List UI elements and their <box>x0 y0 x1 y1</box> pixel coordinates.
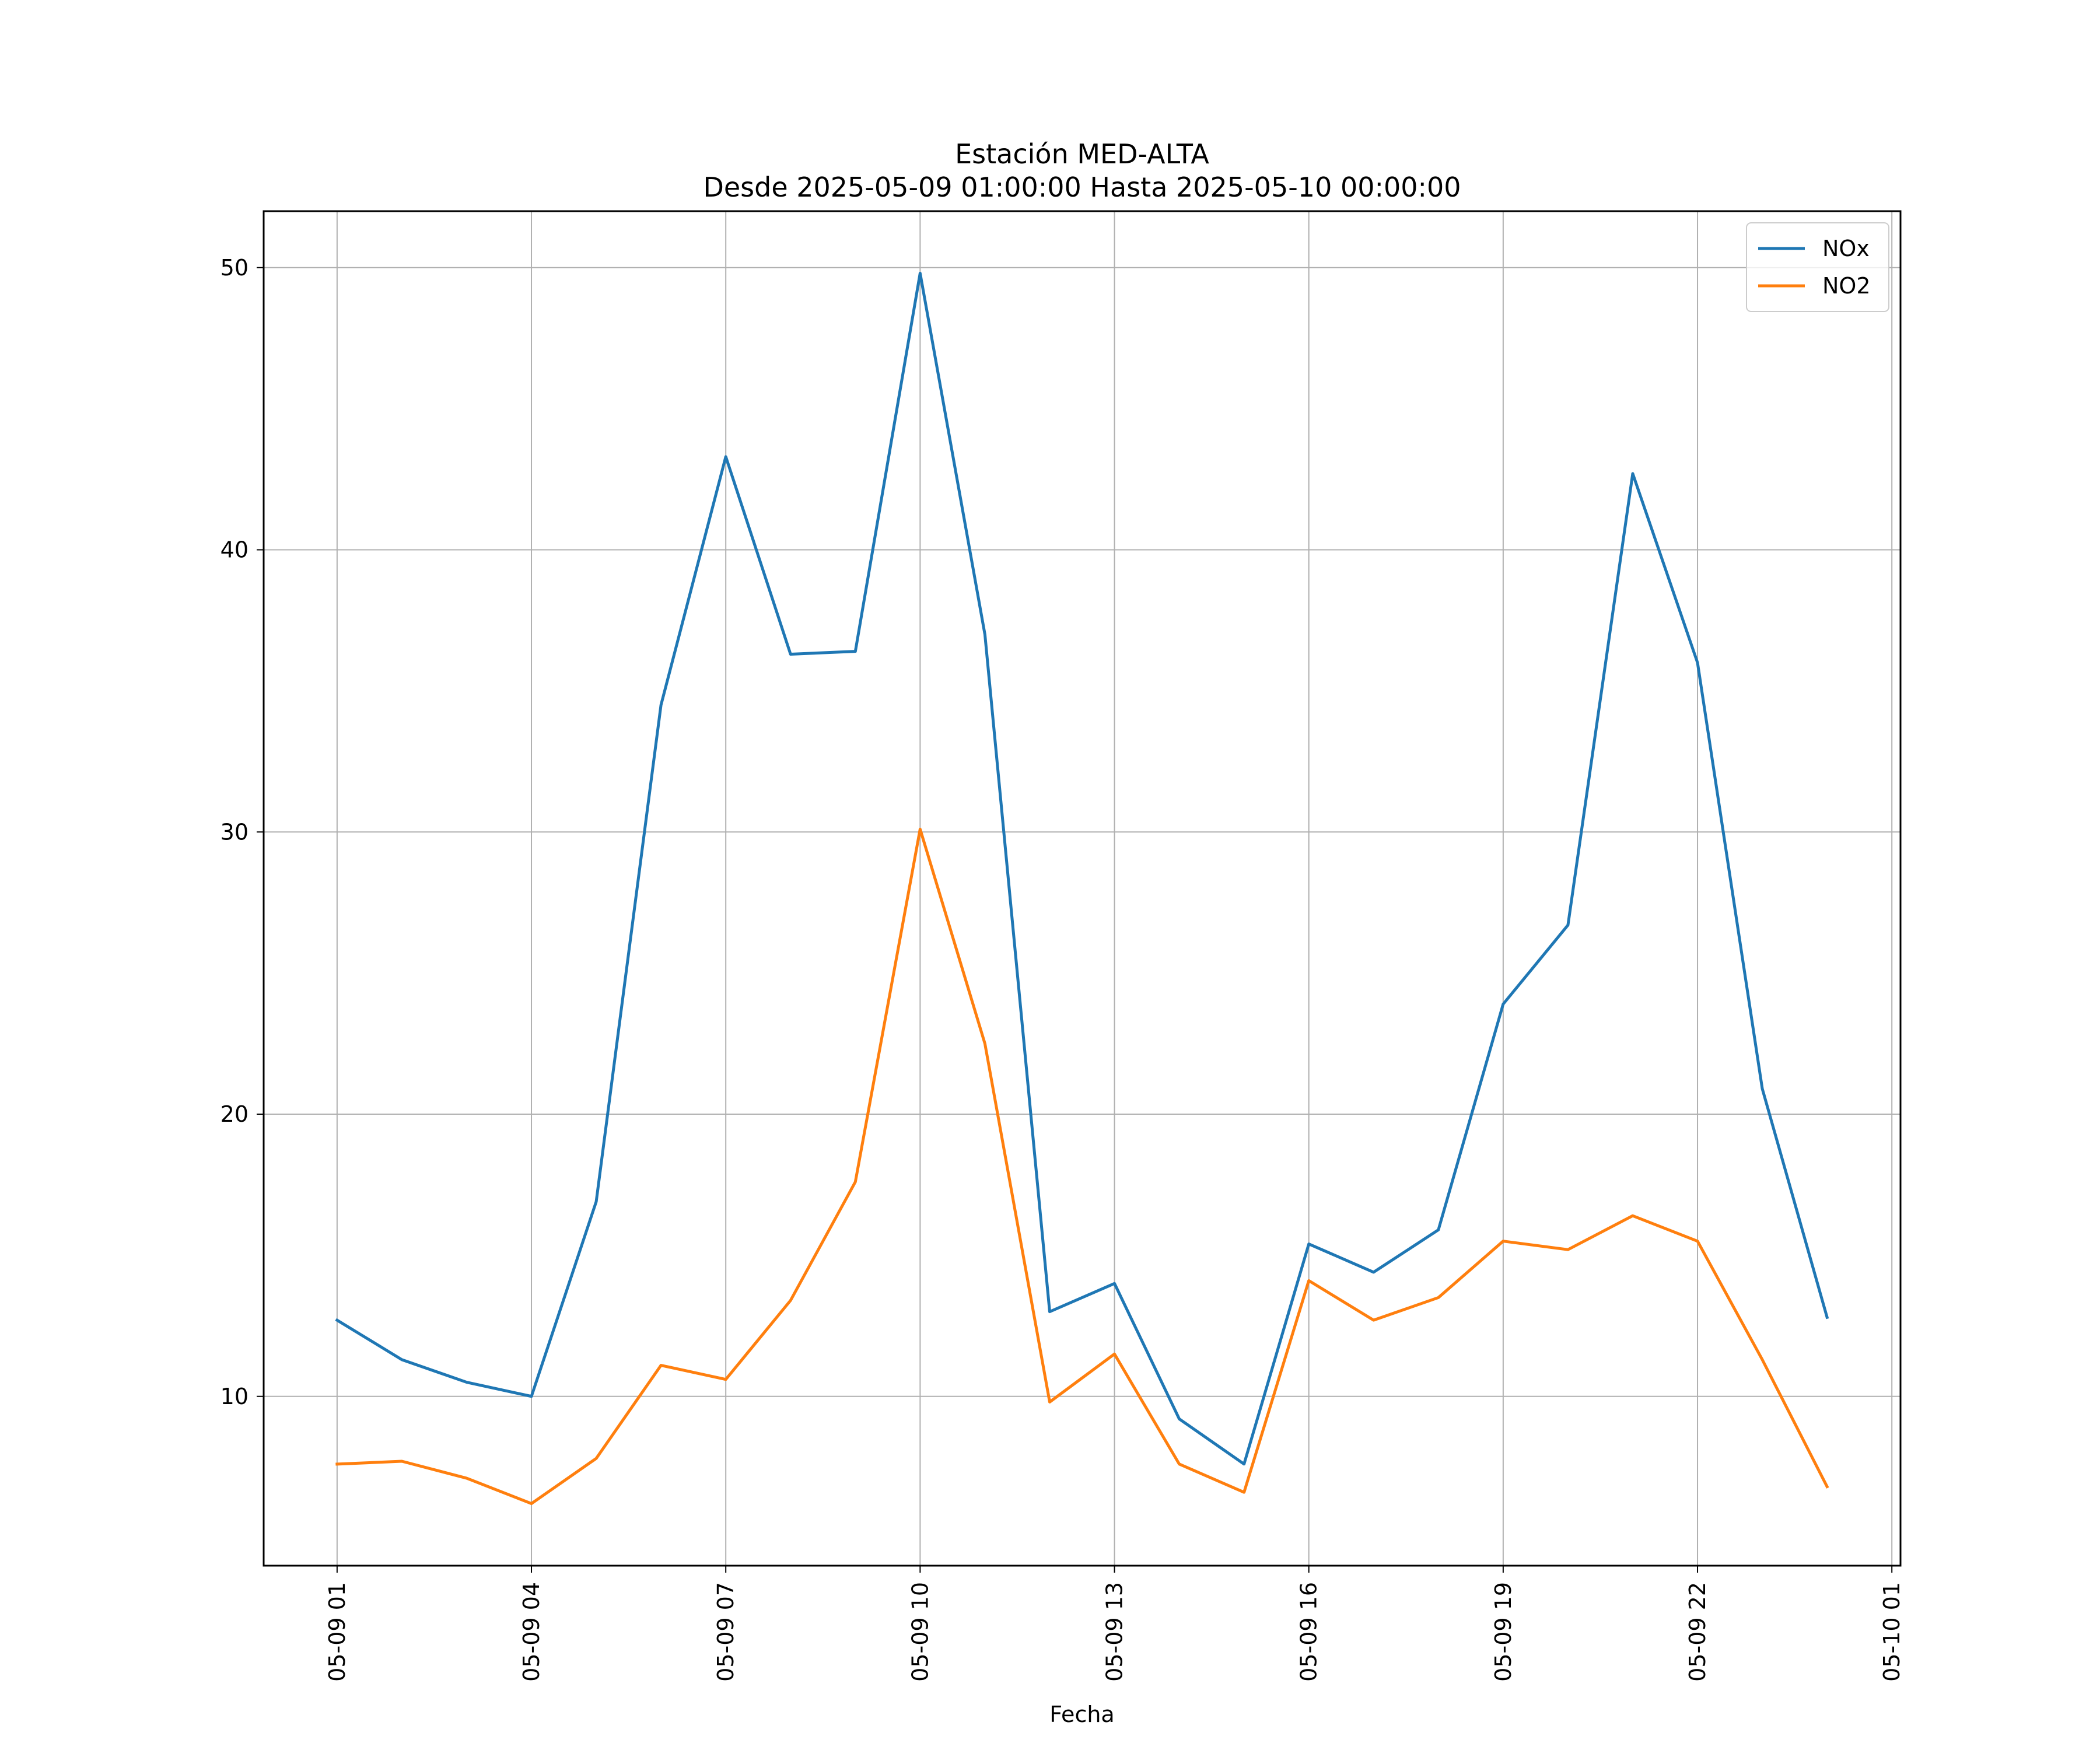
x-tick-label: 05-09 01 <box>324 1582 350 1682</box>
x-tick-label: 05-09 22 <box>1685 1582 1710 1682</box>
x-tick-label: 05-09 04 <box>519 1582 544 1682</box>
x-tick-label: 05-09 07 <box>713 1582 738 1682</box>
legend-box <box>1746 222 1889 312</box>
y-tick-label: 40 <box>220 537 249 563</box>
chart-title: Estación MED-ALTA <box>955 138 1209 170</box>
x-axis-label: Fecha <box>1049 1702 1114 1727</box>
plot-area-frame <box>262 210 1902 1567</box>
x-tick-label: 05-09 19 <box>1490 1582 1516 1682</box>
y-tick-label: 10 <box>220 1384 249 1409</box>
x-tick-label: 05-09 10 <box>907 1582 933 1682</box>
chart-subtitle: Desde 2025-05-09 01:00:00 Hasta 2025-05-… <box>703 172 1461 203</box>
y-tick-label: 20 <box>220 1101 249 1127</box>
legend-label-no2: NO2 <box>1822 273 1871 299</box>
x-tick-label: 05-09 16 <box>1296 1582 1322 1682</box>
series-line-nox <box>335 271 1829 1466</box>
x-axis: 05-09 01 05-09 04 05-09 07 05-09 10 05-09 13… <box>324 1566 1905 1682</box>
x-tick-label: 05-09 13 <box>1102 1582 1128 1682</box>
y-axis: 10 20 30 40 50 <box>220 255 264 1409</box>
grid <box>264 211 1901 1566</box>
series-lines <box>335 271 1829 1506</box>
legend-label-nox: NOx <box>1822 236 1870 261</box>
y-tick-label: 30 <box>220 819 249 845</box>
legend: NOx NO2 <box>1746 222 1889 312</box>
series-line-no2 <box>335 827 1829 1506</box>
x-tick-label: 05-10 01 <box>1879 1582 1905 1682</box>
y-tick-label: 50 <box>220 255 249 281</box>
